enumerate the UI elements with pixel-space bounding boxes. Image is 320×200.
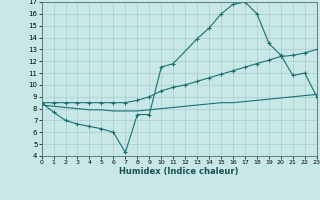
X-axis label: Humidex (Indice chaleur): Humidex (Indice chaleur) [119, 167, 239, 176]
